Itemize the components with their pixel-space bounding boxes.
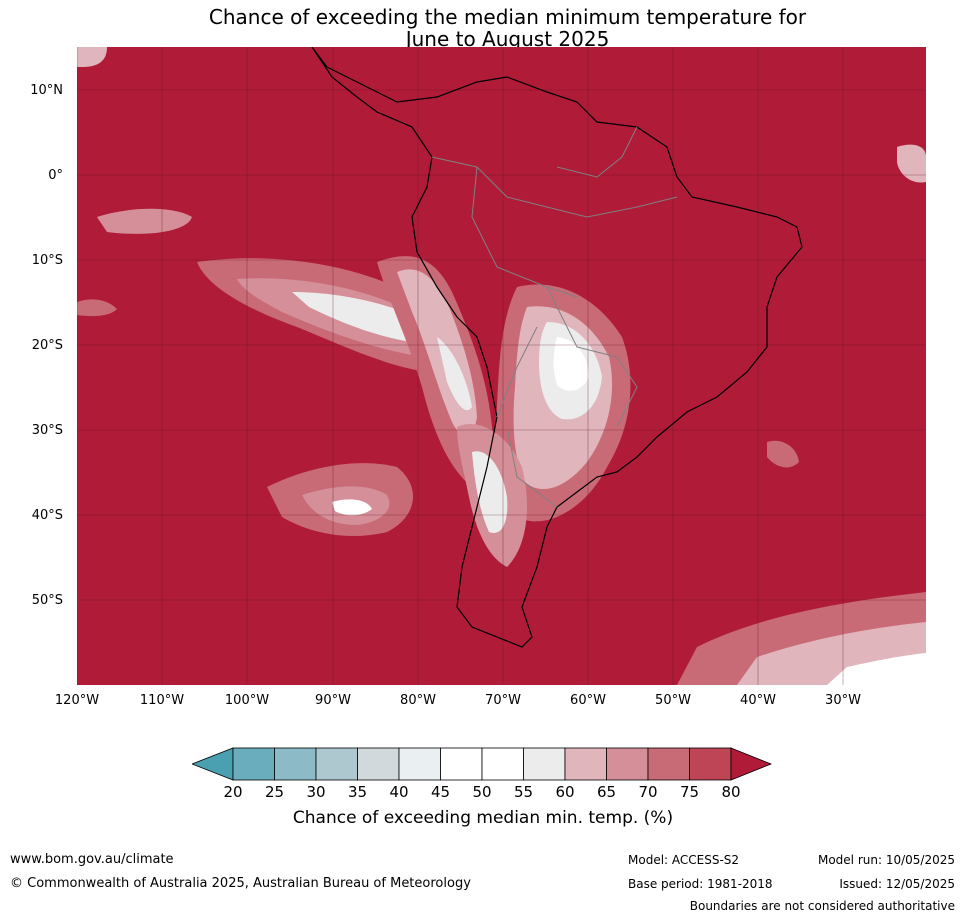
colorbar-cell: [398, 747, 441, 781]
model-run-date: Model run: 10/05/2025: [817, 853, 955, 867]
colorbar-tick-label: 30: [306, 783, 326, 801]
colorbar-cell: [357, 747, 400, 781]
probability-map: [77, 47, 926, 685]
colorbar-tick-label: 60: [555, 783, 575, 801]
colorbar-cell: [647, 747, 690, 781]
colorbar-label: Chance of exceeding median min. temp. (%…: [292, 808, 674, 828]
lon-tick-90w: 90°W: [315, 693, 351, 708]
colorbar-cells: [192, 747, 773, 781]
colorbar-tick-label: 20: [223, 783, 243, 801]
map-panel: [77, 47, 926, 685]
lon-tick-40w: 40°W: [740, 693, 776, 708]
colorbar-tick-label: 25: [264, 783, 285, 801]
colorbar-cell: [481, 747, 524, 781]
base-period: Base period: 1981-2018: [628, 877, 773, 891]
issued-date: Issued: 12/05/2025: [839, 877, 955, 891]
lat-tick-50s: 50°S: [31, 593, 63, 608]
website-link[interactable]: www.bom.gov.au/climate: [10, 852, 174, 867]
lon-tick-50w: 50°W: [655, 693, 691, 708]
boundaries-disclaimer: Boundaries are not considered authoritat…: [689, 899, 955, 913]
lon-tick-80w: 80°W: [400, 693, 436, 708]
colorbar-under-arrow: [192, 747, 234, 781]
colorbar-cell: [232, 747, 275, 781]
colorbar-tick-label: 55: [513, 783, 534, 801]
colorbar-cell: [315, 747, 358, 781]
map-gridlines: [77, 47, 926, 685]
lon-tick-110w: 110°W: [139, 693, 185, 708]
lat-tick-30s: 30°S: [31, 423, 63, 438]
colorbar-tick-label: 70: [638, 783, 658, 801]
colorbar-tick-label: 40: [389, 783, 409, 801]
lon-tick-100w: 100°W: [224, 693, 270, 708]
colorbar-tick-label: 50: [472, 783, 492, 801]
colorbar: [192, 747, 773, 781]
colorbar-tick-label: 35: [347, 783, 368, 801]
probability-shading: [77, 47, 926, 685]
colorbar-cell: [564, 747, 607, 781]
model-name: Model: ACCESS-S2: [628, 853, 740, 867]
colorbar-cell: [440, 747, 483, 781]
copyright-text: © Commonwealth of Australia 2025, Austra…: [10, 876, 471, 891]
lon-tick-60w: 60°W: [570, 693, 606, 708]
lat-tick-10s: 10°S: [31, 253, 63, 268]
colorbar-over-arrow: [730, 747, 773, 781]
colorbar-tick-label: 65: [596, 783, 617, 801]
colorbar-cell: [274, 747, 317, 781]
map-title-line-1: Chance of exceeding the median minimum t…: [208, 5, 807, 29]
colorbar-cell: [523, 747, 566, 781]
map-title-line-2: June to August 2025: [405, 27, 610, 51]
colorbar-cell: [606, 747, 649, 781]
lon-tick-70w: 70°W: [485, 693, 521, 708]
colorbar-tick-label: 80: [721, 783, 741, 801]
lon-tick-120w: 120°W: [54, 693, 100, 708]
south-america-coastline: [311, 47, 803, 648]
lat-tick-40s: 40°S: [31, 508, 63, 523]
colorbar-tick-label: 45: [430, 783, 451, 801]
lon-tick-30w: 30°W: [825, 693, 861, 708]
lat-tick-0: 0°: [48, 168, 63, 183]
colorbar-cell: [689, 747, 732, 781]
colorbar-tick-label: 75: [679, 783, 700, 801]
lat-tick-20s: 20°S: [31, 338, 63, 353]
lat-tick-10n: 10°N: [30, 83, 63, 98]
country-borders: [431, 126, 678, 508]
